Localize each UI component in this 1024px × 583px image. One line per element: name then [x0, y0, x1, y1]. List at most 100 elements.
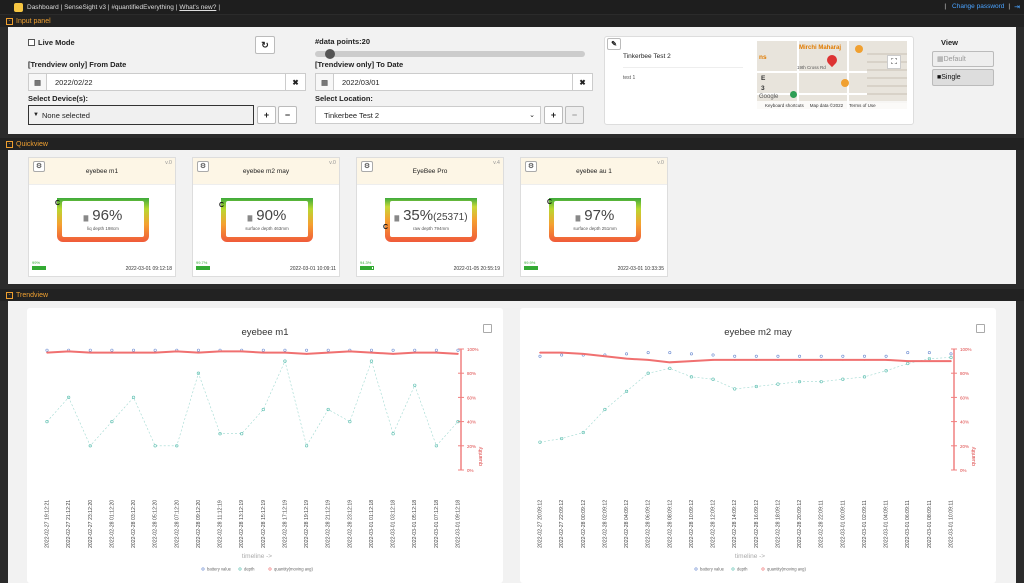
quantity-point[interactable]: [197, 351, 200, 354]
quantity-point[interactable]: [284, 351, 286, 354]
slider-handle[interactable]: [325, 49, 336, 59]
gear-icon[interactable]: ⚙: [197, 161, 209, 172]
battery-point[interactable]: [369, 348, 373, 352]
add-location-button[interactable]: +: [544, 106, 563, 124]
live-mode-checkbox[interactable]: [28, 39, 35, 46]
depth-point[interactable]: [261, 407, 265, 412]
quantity-point[interactable]: [305, 353, 308, 355]
device-card[interactable]: ⚙ eyebee au 1 v.0 C ▇ 97% surface depth 2…: [520, 157, 668, 277]
depth-point[interactable]: [797, 380, 802, 384]
battery-point[interactable]: [261, 348, 265, 352]
restaurant-marker-icon[interactable]: [841, 79, 849, 87]
depth-point[interactable]: [862, 375, 867, 379]
edit-pencil-icon[interactable]: ✎: [607, 38, 621, 50]
to-date-field[interactable]: ▦ 2022/03/01 ✖: [315, 73, 593, 91]
depth-point[interactable]: [689, 375, 694, 379]
depth-point[interactable]: [906, 361, 910, 366]
battery-point[interactable]: [862, 354, 866, 358]
quantity-point[interactable]: [582, 353, 585, 355]
quantity-point[interactable]: [755, 359, 758, 361]
depth-point[interactable]: [283, 359, 287, 363]
quantity-point[interactable]: [604, 355, 606, 358]
battery-point[interactable]: [434, 348, 438, 352]
battery-point[interactable]: [711, 353, 715, 357]
quantity-point[interactable]: [349, 350, 351, 353]
quantity-point[interactable]: [132, 351, 135, 354]
battery-point[interactable]: [776, 354, 780, 358]
change-password-link[interactable]: Change password: [952, 3, 1005, 10]
quantity-point[interactable]: [777, 359, 779, 361]
battery-point[interactable]: [841, 354, 845, 358]
depth-point[interactable]: [369, 359, 374, 363]
battery-point[interactable]: [110, 348, 114, 352]
input-panel-header[interactable]: - Input panel: [0, 15, 1024, 27]
clear-to-date-icon[interactable]: ✖: [572, 74, 592, 90]
legend-label[interactable]: depth: [244, 567, 255, 572]
depth-point[interactable]: [603, 407, 607, 412]
depth-point[interactable]: [348, 419, 352, 424]
quantity-point[interactable]: [89, 351, 92, 354]
terms-link[interactable]: Terms of Use: [849, 102, 876, 108]
remove-location-button[interactable]: −: [565, 106, 584, 124]
quantity-point[interactable]: [392, 353, 394, 355]
depth-point[interactable]: [131, 395, 136, 399]
chart-menu-icon[interactable]: [976, 324, 985, 333]
battery-point[interactable]: [538, 354, 542, 358]
depth-point[interactable]: [949, 355, 953, 360]
location-select[interactable]: Tinkerbee Test 2 ⌄: [315, 106, 541, 124]
battery-point[interactable]: [668, 351, 672, 355]
battery-point[interactable]: [326, 348, 330, 352]
quantity-point[interactable]: [435, 351, 438, 354]
depth-point[interactable]: [927, 357, 931, 361]
battery-point[interactable]: [646, 351, 650, 355]
device-card[interactable]: ⚙ eyebee m2 may v.0 C ▇ 90% surface depth…: [192, 157, 340, 277]
trendview-header[interactable]: - Trendview: [0, 289, 1024, 301]
battery-point[interactable]: [625, 352, 629, 356]
quantity-point[interactable]: [863, 359, 866, 361]
battery-point[interactable]: [754, 354, 758, 358]
quantity-point[interactable]: [647, 359, 649, 361]
depth-point[interactable]: [67, 395, 71, 399]
quantity-point[interactable]: [370, 351, 373, 354]
quantity-point[interactable]: [413, 351, 416, 354]
quantity-point[interactable]: [842, 359, 844, 361]
depth-point[interactable]: [240, 432, 244, 436]
battery-point[interactable]: [196, 348, 200, 352]
quickview-header[interactable]: - Quickview: [0, 138, 1024, 150]
battery-point[interactable]: [798, 354, 802, 358]
quantity-point[interactable]: [67, 350, 70, 353]
quantity-point[interactable]: [668, 361, 671, 364]
quantity-point[interactable]: [690, 360, 693, 362]
battery-point[interactable]: [884, 354, 888, 358]
battery-point[interactable]: [88, 348, 92, 352]
legend-label[interactable]: quantity(moving avg): [767, 567, 806, 572]
depth-point[interactable]: [841, 377, 845, 381]
quantity-point[interactable]: [111, 351, 113, 354]
whats-new-link[interactable]: What's new?: [179, 3, 217, 11]
quantity-point[interactable]: [240, 350, 243, 353]
depth-point[interactable]: [434, 444, 438, 448]
quantity-point[interactable]: [820, 359, 823, 361]
battery-point[interactable]: [689, 352, 693, 356]
gear-icon[interactable]: ⚙: [33, 161, 45, 172]
depth-point[interactable]: [110, 419, 114, 424]
gear-icon[interactable]: ⚙: [361, 161, 373, 172]
quantity-point[interactable]: [928, 360, 931, 362]
data-points-slider[interactable]: [315, 49, 585, 59]
quantity-point[interactable]: [625, 357, 628, 360]
view-single-button[interactable]: ■ Single: [932, 69, 994, 86]
from-date-field[interactable]: ▦ 2022/02/22 ✖: [28, 73, 306, 91]
depth-point[interactable]: [776, 382, 780, 386]
depth-point[interactable]: [624, 389, 629, 393]
legend-label[interactable]: battery value: [207, 567, 232, 572]
depth-point[interactable]: [646, 371, 650, 375]
quantity-point[interactable]: [262, 351, 265, 354]
remove-device-button[interactable]: −: [278, 106, 297, 124]
battery-point[interactable]: [927, 351, 931, 355]
chart-menu-icon[interactable]: [483, 324, 492, 333]
quantity-point[interactable]: [175, 350, 178, 353]
depth-point[interactable]: [884, 369, 888, 373]
depth-point[interactable]: [560, 436, 564, 441]
depth-point[interactable]: [668, 366, 672, 370]
depth-point[interactable]: [218, 432, 222, 436]
